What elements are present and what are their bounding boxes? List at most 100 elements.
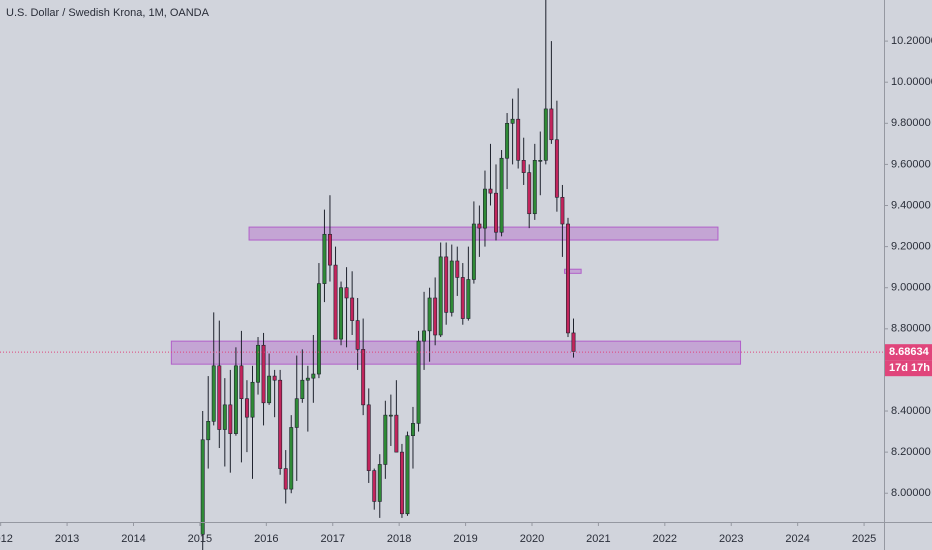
candle-body (278, 379, 283, 469)
candle-body (322, 233, 327, 284)
y-tick-label: 9.80000 (891, 117, 931, 129)
candle-body (433, 297, 438, 336)
candle-body (510, 118, 515, 124)
candle-body (532, 159, 537, 215)
x-tick-label: 2021 (586, 533, 610, 545)
candle-body (206, 420, 211, 441)
candle-body (560, 196, 565, 225)
plot-area (0, 0, 884, 550)
candle-body (527, 172, 532, 215)
candle-body (471, 223, 476, 280)
x-tick-label: 2016 (254, 533, 278, 545)
candle-body (377, 464, 382, 502)
candle-body (355, 320, 360, 350)
candle-body (283, 468, 288, 490)
candle-body (250, 381, 255, 418)
candle-body (505, 123, 510, 159)
candle-body (328, 233, 332, 266)
candle-body (339, 287, 344, 340)
candle-body (394, 414, 399, 453)
y-tick-label: 8.80000 (891, 323, 931, 335)
x-tick-label: 2024 (785, 533, 809, 545)
y-tick-label: 9.00000 (891, 282, 931, 294)
candle-body (571, 332, 576, 352)
candle-body (422, 330, 427, 342)
candle-body (344, 287, 349, 299)
candle-body (543, 108, 548, 161)
candle-body (211, 365, 216, 422)
y-tick-label: 9.60000 (891, 158, 931, 170)
x-tick-label: 2018 (387, 533, 411, 545)
x-tick-label: 2017 (321, 533, 345, 545)
candle-body (388, 414, 393, 417)
candle-body (289, 427, 294, 490)
candle-body (416, 340, 421, 424)
y-tick-label: 8.40000 (891, 405, 931, 417)
countdown-label: 17d 17h (889, 362, 930, 374)
candle-body (488, 188, 493, 194)
x-tick-label: 2022 (653, 533, 677, 545)
candle-body (300, 379, 305, 399)
candle-body (350, 297, 355, 321)
x-tick-label: 2019 (453, 533, 477, 545)
candle-body (444, 256, 449, 313)
candle-body (460, 277, 465, 319)
candle-body (427, 297, 432, 332)
candle-body (438, 256, 443, 336)
zone (564, 268, 582, 274)
candle-body (538, 159, 543, 162)
candle-body (372, 470, 377, 502)
candle-body (217, 365, 222, 430)
candle-body (549, 108, 554, 141)
candle-body (405, 435, 410, 515)
candle-body (228, 404, 233, 434)
candle-body (239, 365, 244, 399)
x-tick-label: 2014 (121, 533, 145, 545)
y-tick-label: 8.20000 (891, 446, 931, 458)
candle-body (233, 365, 238, 434)
candle-body (494, 192, 498, 233)
candle-body (244, 398, 249, 418)
candle-body (222, 404, 227, 430)
candle-body (554, 139, 559, 198)
candle-body (261, 344, 266, 404)
x-tick-label: 2015 (188, 533, 212, 545)
candle-body (311, 373, 316, 379)
candle-body (256, 344, 260, 383)
y-tick-label: 8.00000 (891, 487, 931, 499)
candle-body (366, 404, 371, 471)
last-price-label: 8.68634 (889, 346, 930, 358)
candle-body (499, 157, 504, 233)
candle-body (411, 423, 415, 436)
candle-body (399, 451, 404, 515)
x-tick-label: 2025 (852, 533, 876, 545)
y-tick-label: 10.00000 (891, 76, 932, 88)
candle-body (294, 398, 299, 428)
candle-body (566, 223, 570, 334)
candle-body (483, 188, 487, 229)
chart-title: U.S. Dollar / Swedish Krona, 1M, OANDA (6, 7, 210, 19)
candle-body (272, 375, 277, 381)
candle-body (383, 414, 388, 465)
candle-body (267, 375, 272, 404)
candle-body (455, 260, 460, 278)
x-tick-label: 2012 (0, 533, 13, 545)
candle-body (521, 159, 526, 173)
candle-body (200, 439, 205, 535)
candle-body (361, 349, 366, 406)
x-tick-label: 2013 (55, 533, 79, 545)
y-tick-label: 9.20000 (891, 241, 931, 253)
candle-body (516, 118, 521, 161)
last-price-box (885, 344, 932, 361)
y-tick-label: 9.40000 (891, 199, 931, 211)
candle-body (305, 377, 310, 381)
candle-body (316, 283, 321, 375)
x-tick-label: 2020 (520, 533, 544, 545)
candle-body (466, 279, 471, 319)
zone (248, 226, 719, 241)
candle-body (333, 264, 338, 340)
candle-body (477, 223, 482, 229)
